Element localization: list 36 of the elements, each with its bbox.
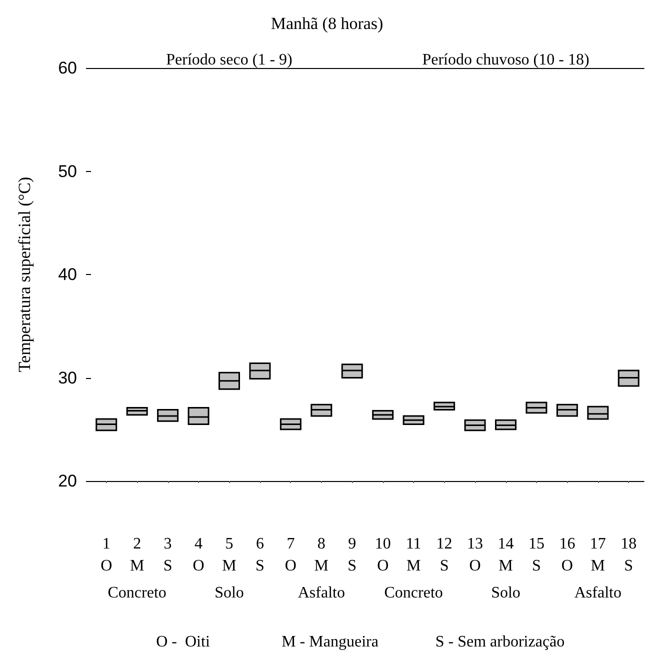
x-tick-label: 14 M <box>498 536 514 574</box>
x-tick-label: 18 S <box>620 536 637 574</box>
x-tick-label: 11 M <box>406 536 422 574</box>
text: Concreto <box>384 584 443 602</box>
x-tick-label: 5 M <box>222 536 236 574</box>
chart-title: Manhã (8 horas) <box>270 14 384 33</box>
x-tick-label: 15 S <box>528 536 544 574</box>
text: Concreto <box>108 584 166 602</box>
x-tick-label: 7 O <box>284 536 296 574</box>
x-tick-label: 17 M <box>590 536 606 574</box>
y-tick-label: 20 <box>58 472 77 490</box>
x-tick-label: 2 M <box>130 536 144 574</box>
x-tick-label: 10 O <box>374 536 391 574</box>
text: Asfalto <box>574 584 622 602</box>
text: M - Mangueira <box>282 634 378 650</box>
x-tick-label: 9 S <box>348 536 357 574</box>
text: Asfalto <box>298 584 345 602</box>
y-tick-label: 50 <box>58 162 77 181</box>
x-tick-label: 4 O <box>192 536 204 574</box>
y-tick-label: 40 <box>58 265 77 284</box>
x-tick-label: 3 S <box>163 536 172 574</box>
text: O - Oiti <box>156 634 210 650</box>
x-tick-label: 8 M <box>314 536 329 574</box>
annotation: Período seco (1 - 9) <box>166 52 292 68</box>
y-axis-title: Temperatura superficial (°C) <box>15 176 34 372</box>
x-tick-label: 12 S <box>436 536 452 574</box>
text: Solo <box>491 584 520 602</box>
text: S - Sem arborização <box>435 634 565 650</box>
x-tick-label: 1 O <box>100 536 112 574</box>
annotation: Período chuvoso (10 - 18) <box>422 52 590 68</box>
x-tick-label: 13 O <box>467 536 484 574</box>
y-tick-label: 60 <box>58 58 77 78</box>
x-tick-label: 6 S <box>256 536 264 574</box>
text: Solo <box>214 584 244 602</box>
y-tick-label: 30 <box>58 368 77 388</box>
x-tick-label: 16 O <box>559 536 576 574</box>
